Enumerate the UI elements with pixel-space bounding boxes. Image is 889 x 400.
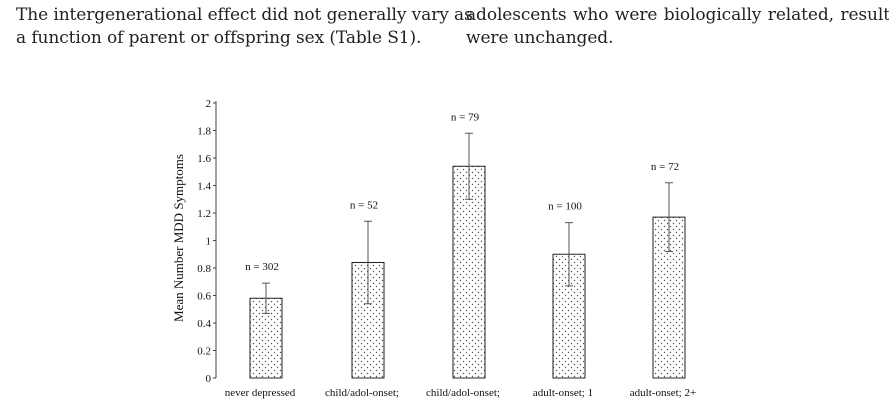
y-tick-label: 0.2 bbox=[197, 346, 211, 358]
x-tick-label: adult-onset; 1 bbox=[533, 387, 593, 399]
chart-axes: 0 0.2 0.4 0.6 0.8 1 1.2 1.4 1.6 1.8 2 Mean Number M… bbox=[171, 98, 217, 385]
y-tick-label: 1.2 bbox=[197, 208, 211, 220]
left-column-text: The intergenerational effect did not gen… bbox=[16, 4, 473, 50]
right-column-text: adolescents who were biologically relate… bbox=[466, 4, 889, 50]
y-axis-label: Mean Number MDD Symptoms bbox=[171, 154, 186, 322]
chart-labels: n = 302 never depressed n = 52 child/adol-o… bbox=[225, 111, 696, 399]
y-tick-label: 0 bbox=[206, 373, 212, 385]
data-label: n = 72 bbox=[651, 161, 679, 173]
x-tick-label: child/adol-onset; bbox=[325, 387, 399, 399]
left-text-line-2: a function of parent or offspring sex (T… bbox=[16, 28, 422, 48]
y-tick-label: 1 bbox=[206, 236, 212, 248]
y-tick-label: 0.8 bbox=[197, 263, 211, 275]
data-label: n = 100 bbox=[548, 201, 582, 213]
chart-bars bbox=[249, 132, 686, 379]
y-tick-label: 1.6 bbox=[197, 153, 211, 165]
y-tick-label: 1.4 bbox=[197, 181, 211, 193]
bar bbox=[452, 165, 486, 379]
x-tick-label: child/adol-onset; bbox=[426, 387, 500, 399]
left-text-line-1: The intergenerational effect did not gen… bbox=[16, 5, 473, 25]
data-label: n = 79 bbox=[451, 111, 480, 123]
x-tick-label: adult-onset; 2+ bbox=[630, 387, 696, 399]
right-text-line-2: were unchanged. bbox=[466, 28, 614, 48]
data-label: n = 52 bbox=[350, 199, 378, 211]
y-tick-label: 1.8 bbox=[197, 126, 211, 138]
y-tick-label: 0.6 bbox=[197, 291, 211, 303]
right-text-line-1: adolescents who were biologically relate… bbox=[466, 5, 889, 25]
y-tick-label: 2 bbox=[206, 98, 212, 110]
x-tick-label: never depressed bbox=[225, 387, 296, 399]
y-tick-label: 0.4 bbox=[197, 318, 211, 330]
data-label: n = 302 bbox=[245, 261, 279, 273]
bar bbox=[249, 297, 283, 379]
